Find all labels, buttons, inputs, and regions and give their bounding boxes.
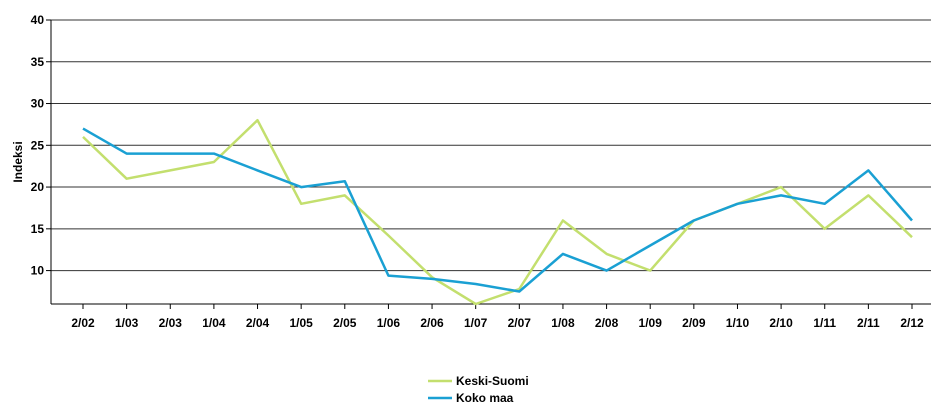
x-tick-label: 1/05 [289,316,313,330]
y-tick-label: 35 [31,55,45,69]
x-tick-label: 2/04 [246,316,270,330]
y-tick-label: 30 [31,97,45,111]
x-tick-label: 2/09 [682,316,706,330]
x-tick-label: 2/11 [857,316,880,330]
y-tick-label: 10 [31,264,45,278]
x-tick-label: 1/03 [115,316,139,330]
y-tick-label: 20 [31,180,45,194]
x-tick-label: 1/10 [726,316,750,330]
gridlines [51,19,931,272]
x-tick-label: 1/08 [551,316,575,330]
y-tick-labels: 10 15 20 25 30 35 40 [31,13,45,278]
y-tick-label: 25 [31,138,45,152]
x-tick-label: 1/06 [377,316,401,330]
legend-label-koko-maa: Koko maa [456,391,514,405]
x-tick-label: 2/10 [769,316,793,330]
x-tick-label: 2/05 [333,316,357,330]
x-tick-label: 2/12 [900,316,924,330]
y-axis-title: Indeksi [11,141,25,182]
x-tick-label: 1/07 [464,316,488,330]
legend-label-keski-suomi: Keski-Suomi [456,374,529,388]
legend: Keski-Suomi Koko maa [428,374,529,405]
x-tick-label: 2/03 [159,316,183,330]
series-line-koko-maa [82,127,913,293]
x-tick-label: 1/09 [639,316,663,330]
x-tick-label: 2/07 [508,316,532,330]
axes [46,19,931,309]
y-tick-label: 15 [31,222,45,236]
x-tick-labels: 2/02 1/03 2/03 1/04 2/04 1/05 2/05 1/06 2/06 1/07… [71,316,924,330]
x-tick-label: 1/11 [813,316,836,330]
x-tick-label: 1/04 [202,316,226,330]
series-line-keski-suomi [82,118,913,306]
x-tick-label: 2/06 [420,316,444,330]
x-tick-label: 2/08 [595,316,619,330]
y-tick-label: 40 [31,13,45,27]
x-tick-label: 2/02 [71,316,95,330]
series-lines [82,118,913,306]
